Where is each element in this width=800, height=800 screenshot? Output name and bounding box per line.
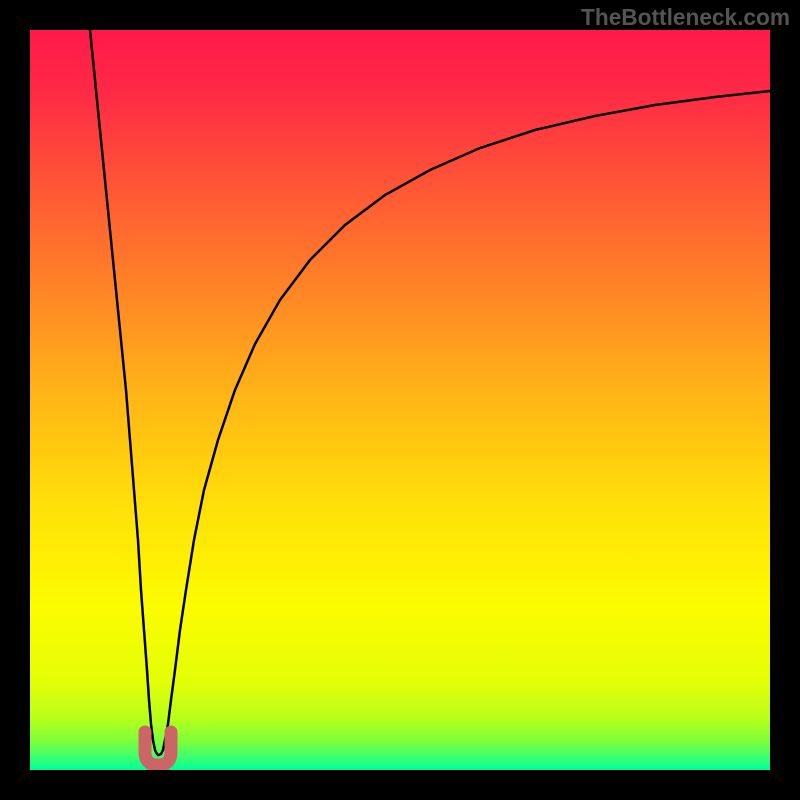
chart-canvas: TheBottleneck.com <box>0 0 800 800</box>
plot-area <box>30 30 770 770</box>
watermark-text: TheBottleneck.com <box>581 4 790 31</box>
chart-svg <box>0 0 800 800</box>
gradient-background <box>30 30 770 770</box>
